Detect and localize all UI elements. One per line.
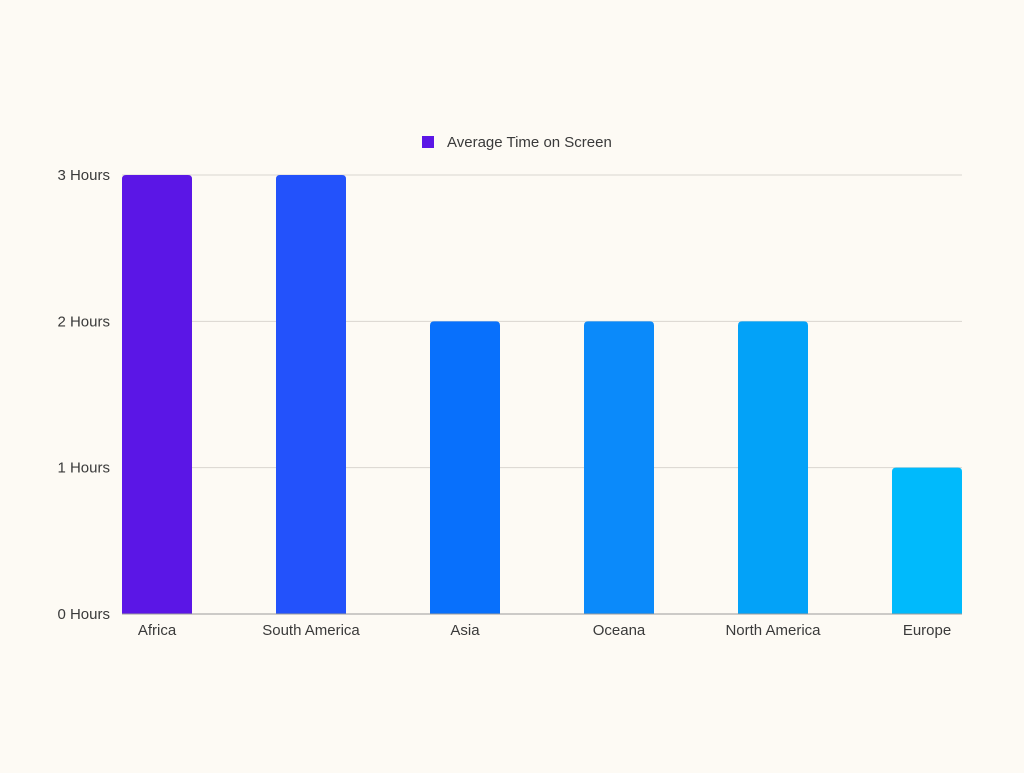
x-tick-label: North America — [725, 622, 821, 639]
legend: Average Time on Screen — [422, 134, 612, 151]
x-tick-label: South America — [262, 622, 360, 639]
y-tick-label: 1 Hours — [57, 460, 110, 477]
x-tick-label: Oceana — [593, 622, 646, 639]
y-tick-label: 3 Hours — [57, 167, 110, 184]
x-axis: Africa South America Asia Oceana North Ameri… — [138, 622, 951, 639]
y-axis: 0 Hours 1 Hours 2 Hours 3 Hours — [57, 167, 110, 623]
bars — [122, 175, 962, 614]
x-tick-label: Africa — [138, 622, 177, 639]
y-tick-label: 0 Hours — [57, 606, 110, 623]
gridlines — [122, 174, 962, 469]
bar-oceana — [584, 321, 654, 614]
bar-europe — [892, 467, 962, 614]
x-tick-label: Europe — [903, 622, 951, 639]
y-tick-label: 2 Hours — [57, 313, 110, 330]
bar-asia — [430, 321, 500, 614]
legend-swatch — [422, 136, 434, 148]
bar-africa — [122, 175, 192, 614]
legend-label: Average Time on Screen — [447, 134, 612, 151]
bar-south-america — [276, 175, 346, 614]
bar-north-america — [738, 321, 808, 614]
x-tick-label: Asia — [450, 622, 480, 639]
